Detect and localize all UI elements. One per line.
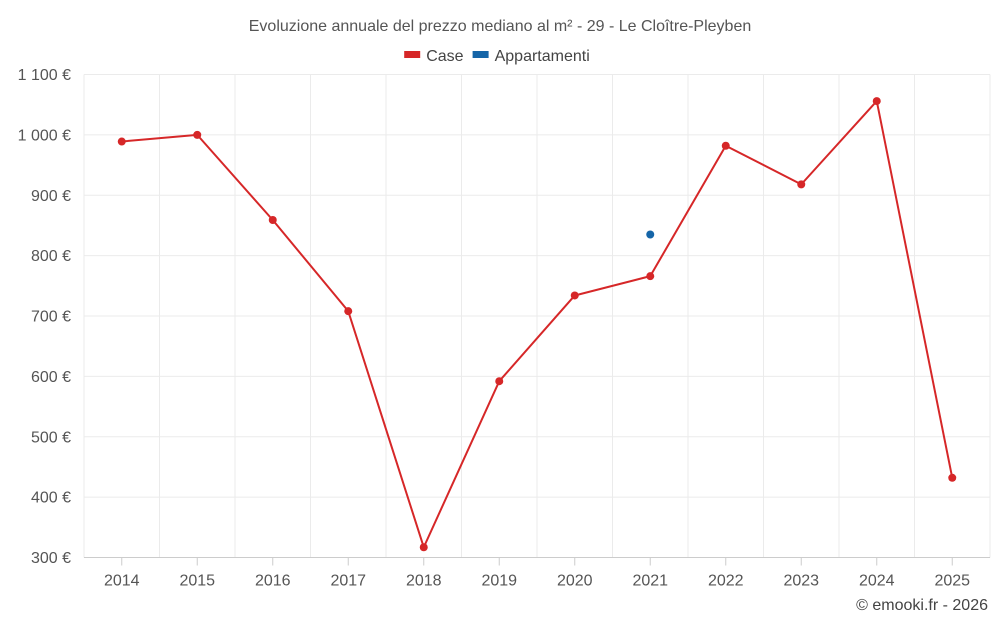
x-tick-label: 2018 [406, 573, 442, 590]
legend-item-appartamenti[interactable]: Appartamenti [472, 48, 590, 65]
x-tick-label: 2025 [934, 573, 970, 590]
data-point-case-2020[interactable] [570, 291, 579, 300]
x-tick-label: 2022 [708, 573, 744, 590]
x-tick-label: 2020 [557, 573, 593, 590]
data-point-case-2022[interactable] [721, 141, 730, 150]
data-point-appartamenti-2021[interactable] [646, 230, 655, 239]
x-tick-label: 2014 [104, 573, 140, 590]
series-layer [117, 97, 957, 552]
x-tick-label: 2023 [783, 573, 819, 590]
x-tick-label: 2021 [632, 573, 668, 590]
y-tick-label: 900 € [31, 188, 71, 205]
x-tick-label: 2016 [255, 573, 291, 590]
y-tick-label: 800 € [31, 248, 71, 265]
data-point-case-2016[interactable] [268, 216, 277, 225]
y-tick-label: 500 € [31, 429, 71, 446]
legend-item-case[interactable]: Case [404, 48, 464, 65]
data-point-case-2018[interactable] [419, 543, 428, 552]
y-tick-label: 300 € [31, 550, 71, 567]
legend: Case Appartamenti [404, 48, 590, 65]
data-point-case-2015[interactable] [193, 130, 202, 139]
y-tick-label: 400 € [31, 490, 71, 507]
series-line-case [121, 100, 954, 549]
x-tick-label: 2017 [330, 573, 366, 590]
axes: 300 € 400 € 500 € 600 € 700 € 800 € 900 € 1 000… [18, 67, 990, 590]
legend-swatch-appartamenti [472, 51, 489, 58]
data-point-case-2014[interactable] [117, 137, 126, 146]
data-point-case-2025[interactable] [948, 473, 957, 482]
legend-label-case: Case [426, 48, 463, 65]
legend-swatch-case [404, 51, 421, 58]
data-point-case-2024[interactable] [872, 97, 881, 106]
data-point-case-2021[interactable] [646, 272, 655, 281]
legend-label-appartamenti: Appartamenti [495, 48, 590, 65]
data-point-case-2023[interactable] [797, 180, 806, 189]
x-tick-label: 2019 [481, 573, 517, 590]
credit-text: © emooki.fr - 2026 [856, 597, 988, 614]
y-tick-label: 600 € [31, 369, 71, 386]
data-point-case-2019[interactable] [495, 377, 504, 386]
y-tick-label: 1 000 € [18, 127, 71, 144]
x-tick-label: 2024 [859, 573, 895, 590]
data-point-case-2017[interactable] [344, 307, 353, 316]
chart-title: Evoluzione annuale del prezzo mediano al… [249, 18, 752, 35]
y-tick-label: 1 100 € [18, 67, 71, 84]
x-tick-label: 2015 [179, 573, 215, 590]
grid [83, 74, 991, 558]
y-tick-label: 700 € [31, 309, 71, 326]
